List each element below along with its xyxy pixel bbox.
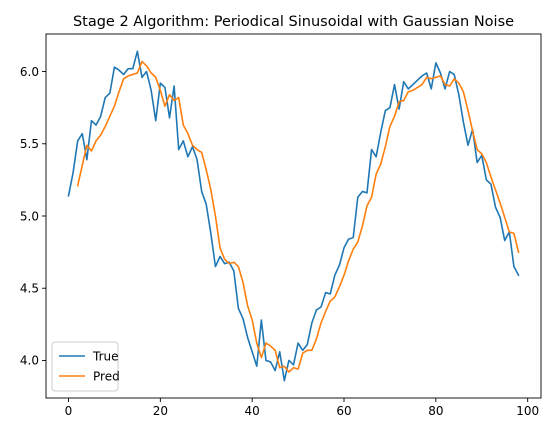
plot-area bbox=[45, 33, 542, 399]
legend-label-pred: Pred bbox=[93, 369, 120, 383]
series-line-true bbox=[67, 50, 520, 382]
x-tick-label: 60 bbox=[336, 404, 351, 418]
y-tick-label: 6.0 bbox=[20, 65, 39, 79]
legend-label-true: True bbox=[92, 349, 119, 363]
y-tick-label: 5.5 bbox=[20, 137, 39, 151]
x-tick-label: 0 bbox=[65, 404, 73, 418]
y-tick-label: 5.0 bbox=[20, 209, 39, 223]
legend-box bbox=[51, 341, 119, 392]
series-line-pred bbox=[76, 60, 520, 373]
y-tick-label: 4.5 bbox=[20, 282, 39, 296]
chart-title: Stage 2 Algorithm: Periodical Sinusoidal… bbox=[73, 14, 514, 30]
x-axis: 0 20 40 60 80 100 bbox=[65, 398, 539, 418]
x-tick-label: 80 bbox=[428, 404, 443, 418]
x-tick-label: 100 bbox=[516, 404, 539, 418]
y-axis: 4.0 4.5 5.0 5.5 6.0 bbox=[20, 65, 46, 368]
x-tick-label: 40 bbox=[245, 404, 260, 418]
y-tick-label: 4.0 bbox=[20, 354, 39, 368]
legend: True Pred bbox=[51, 341, 120, 392]
x-tick-label: 20 bbox=[153, 404, 168, 418]
